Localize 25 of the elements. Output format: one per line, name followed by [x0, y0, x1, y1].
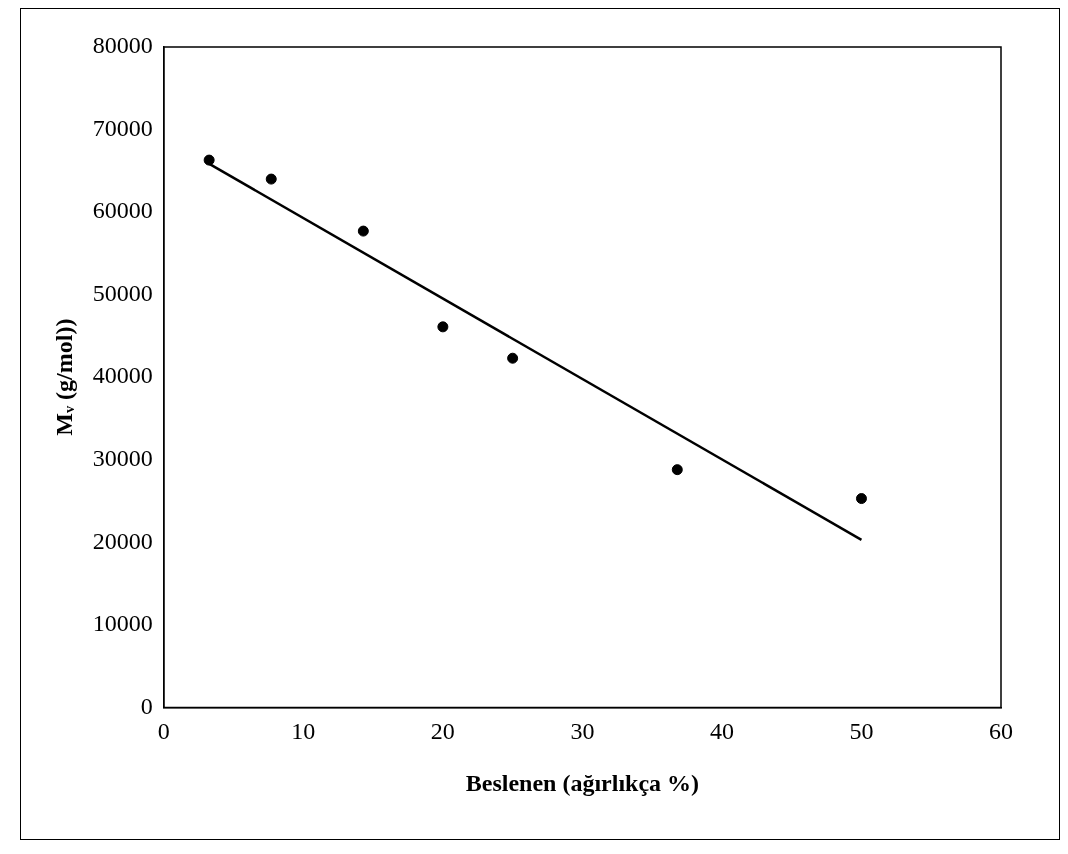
- x-tick-label: 60: [989, 718, 1013, 745]
- y-tick-label: 20000: [92, 527, 153, 554]
- point: [437, 321, 449, 333]
- point: [265, 173, 277, 185]
- y-tick-label: 50000: [92, 279, 153, 306]
- point: [357, 225, 369, 237]
- x-tick-label: 20: [430, 718, 455, 745]
- x-tick-label: 30: [570, 718, 595, 745]
- y-axis-title: Mᵥ (g/mol)): [50, 318, 77, 436]
- x-tick-label: 40: [709, 718, 734, 745]
- point: [507, 352, 519, 364]
- y-tick-label: 10000: [92, 610, 153, 637]
- point: [203, 154, 215, 166]
- x-tick-label: 10: [291, 718, 316, 745]
- y-tick-label: 80000: [92, 32, 153, 59]
- y-tick-label: 60000: [92, 197, 153, 224]
- y-tick-label: 40000: [92, 362, 153, 389]
- point: [855, 493, 867, 505]
- x-axis-title: Beslenen (ağırlıkça %): [465, 769, 700, 796]
- point: [671, 464, 683, 476]
- y-tick-label: 0: [140, 692, 153, 719]
- x-tick-label: 50: [849, 718, 874, 745]
- x-tick-label: 0: [157, 718, 170, 745]
- y-tick-label: 70000: [92, 114, 153, 141]
- y-tick-label: 30000: [92, 445, 153, 472]
